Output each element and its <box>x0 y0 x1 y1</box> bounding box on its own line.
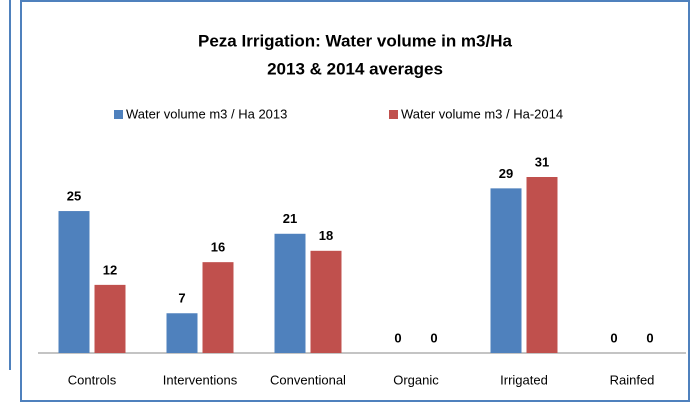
data-label: 18 <box>319 228 333 243</box>
data-label: 16 <box>211 240 225 255</box>
x-tick-label: Rainfed <box>610 372 655 387</box>
data-label: 7 <box>178 291 185 306</box>
bar <box>94 284 126 353</box>
x-tick-label: Conventional <box>270 372 346 387</box>
data-label: 21 <box>283 211 297 226</box>
data-label: 25 <box>67 189 81 204</box>
bar <box>274 233 306 353</box>
legend-label: Water volume m3 / Ha-2014 <box>401 106 563 121</box>
legend-label: Water volume m3 / Ha 2013 <box>126 106 287 121</box>
data-label: 12 <box>103 262 117 277</box>
chart-title: Peza Irrigation: Water volume in m3/Ha <box>198 31 512 50</box>
bar <box>526 177 558 353</box>
legend-swatch <box>114 110 123 119</box>
x-tick-label: Organic <box>393 372 439 387</box>
data-label: 0 <box>394 330 401 345</box>
bar <box>58 211 90 353</box>
x-tick-label: Controls <box>68 372 117 387</box>
chart-subtitle: 2013 & 2014 averages <box>267 59 443 78</box>
bar <box>166 313 198 353</box>
data-label: 31 <box>535 154 549 169</box>
legend-swatch <box>389 110 398 119</box>
bar <box>310 250 342 353</box>
data-label: 0 <box>610 330 617 345</box>
data-label: 0 <box>646 330 653 345</box>
chart-frame <box>20 0 690 402</box>
bar <box>202 262 234 353</box>
data-label: 0 <box>430 330 437 345</box>
x-tick-label: Irrigated <box>500 372 548 387</box>
bar <box>490 188 522 353</box>
x-tick-label: Interventions <box>163 372 238 387</box>
data-label: 29 <box>499 166 513 181</box>
